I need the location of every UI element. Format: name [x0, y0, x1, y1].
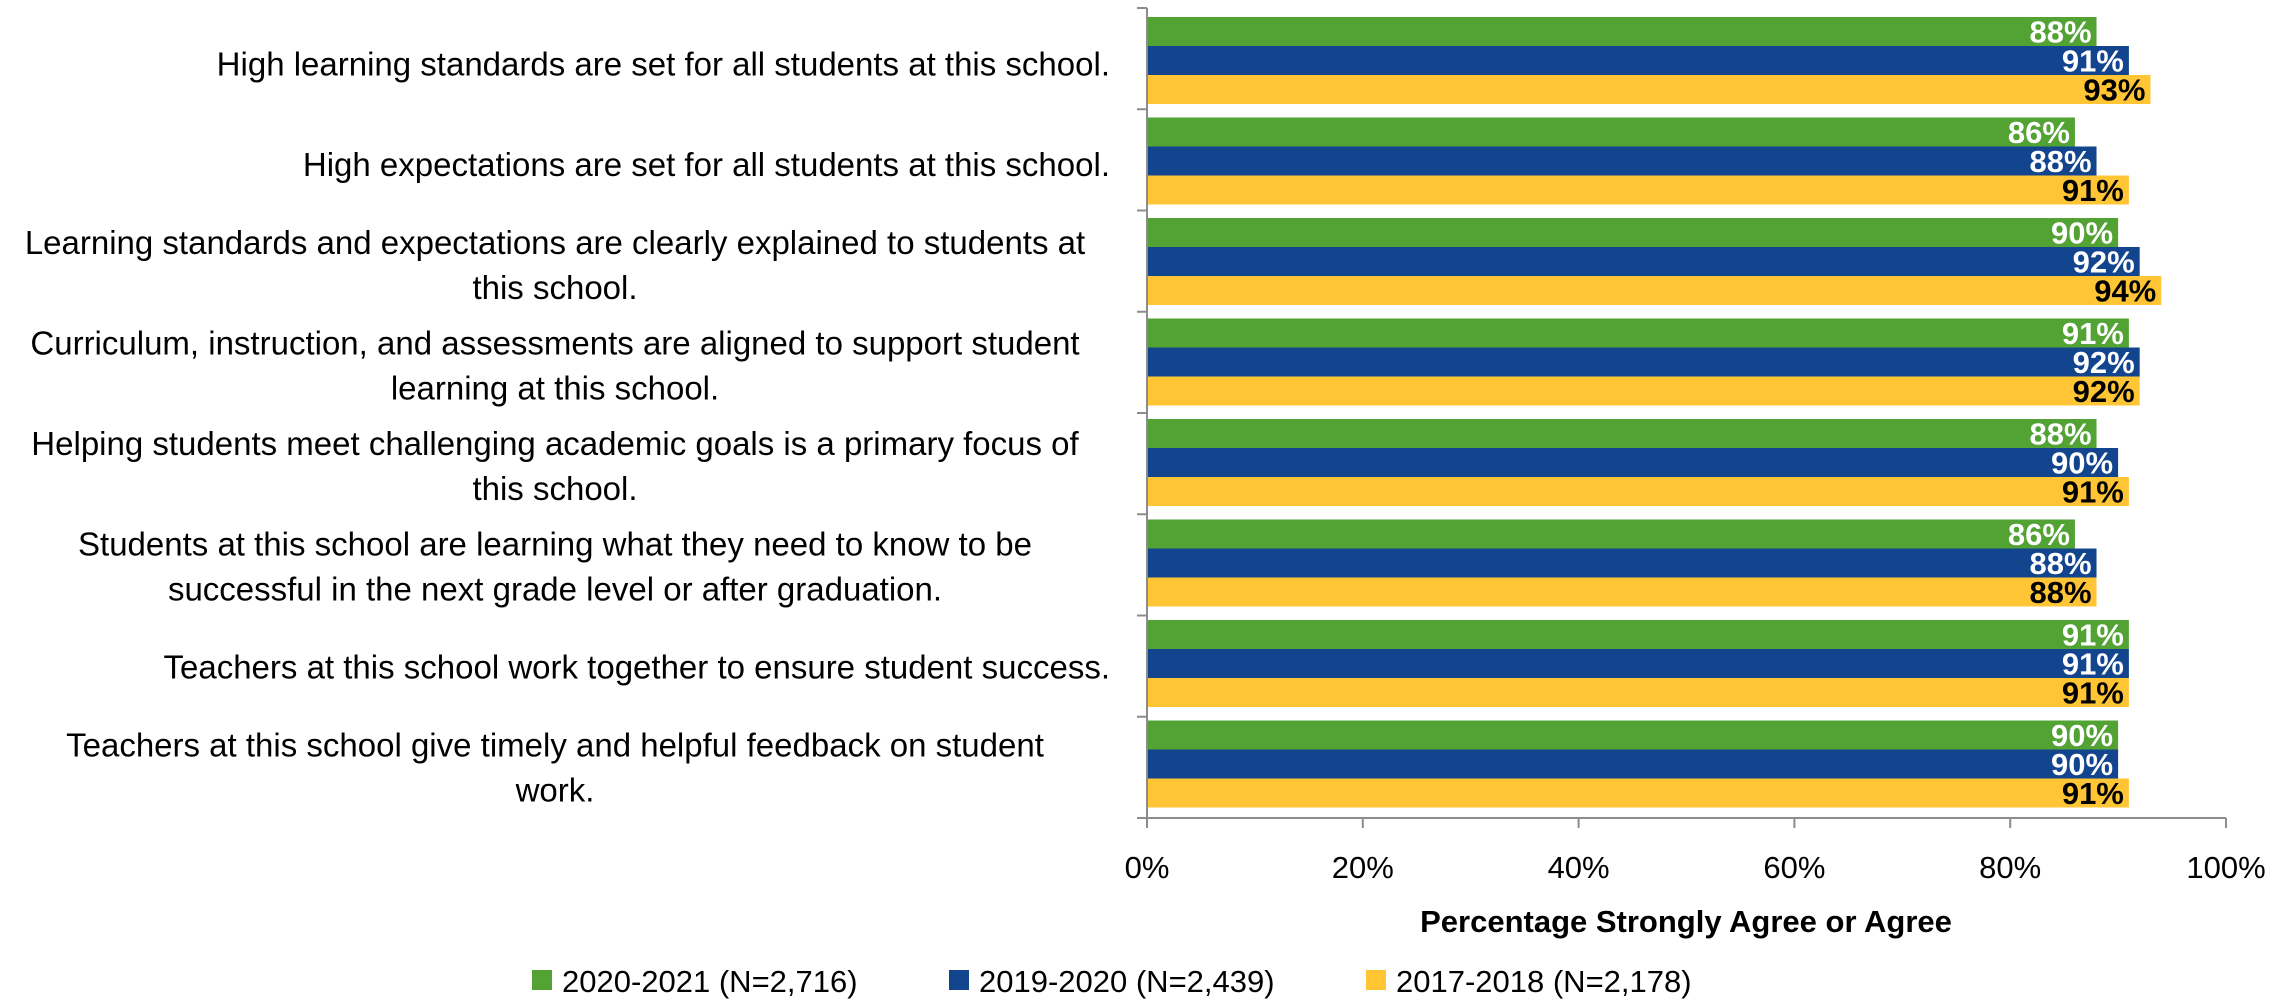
bar — [1147, 649, 2129, 678]
bar — [1147, 276, 2162, 305]
bar-value-label: 91% — [2062, 173, 2124, 208]
bar — [1147, 347, 2140, 377]
bar-value-label: 90% — [2051, 747, 2113, 782]
category-label: Helping students meet challenging academ… — [31, 425, 1079, 507]
bar — [1147, 75, 2151, 104]
bar — [1147, 175, 2129, 205]
bar — [1147, 46, 2129, 75]
legend-swatch — [949, 970, 969, 990]
bar — [1147, 419, 2097, 448]
bar-value-label: 88% — [2029, 15, 2091, 50]
bar-value-label: 91% — [2062, 44, 2124, 79]
x-axis-title: Percentage Strongly Agree or Agree — [1420, 904, 1952, 939]
bar-value-label: 88% — [2029, 546, 2091, 581]
bar — [1147, 678, 2129, 707]
category-label: High expectations are set for all studen… — [303, 146, 1110, 183]
category-label: Curriculum, instruction, and assessments… — [30, 324, 1079, 406]
bar-value-label: 91% — [2062, 647, 2124, 682]
bar — [1147, 318, 2129, 348]
x-tick-label: 60% — [1763, 850, 1825, 885]
bar — [1147, 247, 2140, 276]
bar-value-label: 92% — [2073, 345, 2135, 380]
bar-value-label: 90% — [2051, 446, 2113, 481]
category-labels-group: High learning standards are set for all … — [25, 45, 1110, 808]
bar — [1147, 17, 2097, 46]
bar — [1147, 577, 2097, 607]
bar-value-label: 90% — [2051, 216, 2113, 251]
bar — [1147, 117, 2075, 147]
value-labels-group: 88%91%93%86%88%91%90%92%94%91%92%92%88%9… — [2008, 15, 2156, 812]
x-tick-label: 0% — [1125, 850, 1170, 885]
bar-value-label: 94% — [2094, 274, 2156, 309]
legend-label: 2020-2021 (N=2,716) — [562, 964, 858, 999]
bar — [1147, 146, 2097, 176]
bar-value-label: 86% — [2008, 115, 2070, 150]
bar — [1147, 519, 2075, 549]
category-label: Teachers at this school work together to… — [164, 648, 1111, 685]
bar-value-label: 90% — [2051, 718, 2113, 753]
legend-swatch — [1366, 970, 1386, 990]
bar — [1147, 720, 2119, 750]
category-label: Teachers at this school give timely and … — [66, 726, 1044, 808]
bar-value-label: 91% — [2062, 475, 2124, 510]
bar — [1147, 448, 2119, 477]
bar-value-label: 91% — [2062, 776, 2124, 811]
bar — [1147, 548, 2097, 578]
category-label: Learning standards and expectations are … — [25, 224, 1085, 306]
bars-group — [1147, 17, 2162, 808]
legend-label: 2019-2020 (N=2,439) — [979, 964, 1275, 999]
bar — [1147, 778, 2129, 808]
bar-value-label: 92% — [2073, 374, 2135, 409]
x-tick-labels-group: 0% 20% 40% 60% 80% 100% — [1125, 850, 2266, 885]
x-tick-label: 20% — [1332, 850, 1394, 885]
bar-value-label: 91% — [2062, 316, 2124, 351]
bar-value-label: 86% — [2008, 517, 2070, 552]
bar — [1147, 477, 2129, 506]
bar — [1147, 218, 2119, 247]
bar-value-label: 88% — [2029, 144, 2091, 179]
bar — [1147, 376, 2140, 406]
legend-swatch — [532, 970, 552, 990]
bar-value-label: 91% — [2062, 676, 2124, 711]
bar-value-label: 92% — [2073, 245, 2135, 280]
axes-group — [1137, 7, 2227, 828]
legend: 2020-2021 (N=2,716) 2019-2020 (N=2,439) 20… — [532, 964, 1692, 999]
x-tick-label: 40% — [1548, 850, 1610, 885]
legend-label: 2017-2018 (N=2,178) — [1396, 964, 1692, 999]
bar — [1147, 620, 2129, 649]
x-tick-label: 80% — [1979, 850, 2041, 885]
bar — [1147, 749, 2119, 779]
bar-value-label: 93% — [2083, 73, 2145, 108]
x-tick-label: 100% — [2186, 850, 2265, 885]
category-label: High learning standards are set for all … — [217, 45, 1110, 82]
bar-value-label: 88% — [2029, 575, 2091, 610]
bar-value-label: 88% — [2029, 417, 2091, 452]
bar-value-label: 91% — [2062, 618, 2124, 653]
category-label: Students at this school are learning wha… — [78, 525, 1032, 607]
